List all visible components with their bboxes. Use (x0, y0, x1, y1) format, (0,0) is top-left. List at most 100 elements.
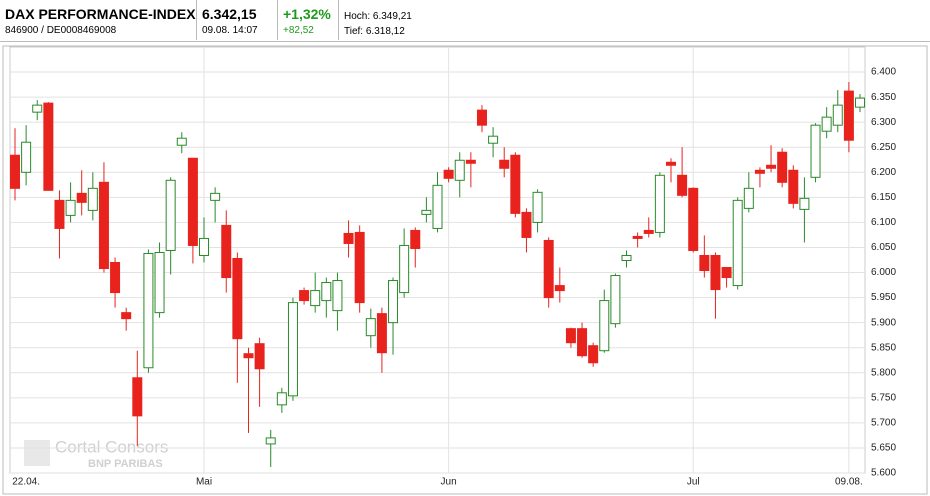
candle-body (221, 224, 232, 279)
candle-body (465, 159, 476, 164)
candle-body (665, 161, 676, 166)
candle-body (276, 392, 287, 406)
time: 09.08. 14:07 (202, 25, 258, 36)
candle-body (21, 141, 32, 173)
y-tick-label: 6.350 (871, 92, 896, 103)
y-tick-label: 5.650 (871, 443, 896, 454)
candle-body (654, 174, 665, 233)
y-tick-label: 6.250 (871, 142, 896, 153)
candle-body (87, 187, 98, 211)
candle-body (732, 199, 743, 287)
candle-body (110, 262, 121, 294)
y-tick-label: 6.100 (871, 217, 896, 228)
candle-body (632, 235, 643, 239)
candle-body (76, 192, 87, 203)
candle-body (599, 300, 610, 352)
candle-body (210, 192, 221, 201)
y-tick-label: 6.300 (871, 117, 896, 128)
candle-body (565, 328, 576, 344)
candle-body (721, 267, 732, 279)
chart-frame (2, 45, 928, 495)
candle-body (132, 377, 143, 417)
candle-body (299, 290, 310, 302)
y-tick-label: 6.000 (871, 267, 896, 278)
candle-body (832, 104, 843, 126)
candle-body (766, 164, 777, 169)
candle-body (43, 102, 54, 191)
candle-body (265, 437, 276, 445)
candle-body (254, 343, 265, 370)
x-tick-label: 22.04. (12, 477, 40, 488)
candle-body (176, 137, 187, 146)
candle-body (754, 169, 765, 174)
candle-body (543, 239, 554, 299)
candle-body (10, 154, 20, 189)
candle-body (621, 254, 632, 262)
y-tick-label: 6.200 (871, 167, 896, 178)
candle-body (332, 280, 343, 312)
x-tick-label: Jun (441, 477, 457, 488)
candle-body (643, 229, 654, 234)
x-tick-label: Mai (196, 477, 212, 488)
candle-body (788, 169, 799, 204)
candle-body (399, 244, 410, 294)
candle-body (532, 191, 543, 223)
candle-body (577, 328, 588, 357)
candle-body (810, 124, 821, 178)
candle-body (154, 251, 165, 314)
candle-body (521, 211, 532, 238)
candle-body (54, 199, 65, 229)
candle-body (187, 157, 198, 246)
candle-body (98, 181, 109, 270)
candle-body (855, 97, 865, 108)
candle-body (476, 109, 487, 126)
candle-body (287, 302, 298, 397)
index-title: DAX PERFORMANCE-INDEX (5, 6, 196, 22)
candle-body (143, 252, 154, 369)
y-tick-label: 5.700 (871, 418, 896, 429)
candle-body (32, 104, 43, 113)
y-tick-label: 6.150 (871, 192, 896, 203)
x-tick-label: 09.08. (835, 477, 863, 488)
candle-body (499, 159, 510, 169)
candle-body (432, 184, 443, 229)
y-tick-label: 6.050 (871, 242, 896, 253)
last-price: 6.342,15 (202, 6, 257, 22)
x-tick-label: Jul (687, 477, 700, 488)
candle-body (799, 197, 810, 210)
candle-body (454, 159, 465, 181)
candle-body (321, 282, 332, 302)
candle-body (310, 290, 321, 307)
candle-body (232, 257, 243, 340)
candle-body (354, 231, 365, 304)
candle-body (777, 151, 788, 183)
candle-body (243, 353, 254, 359)
candle-body (410, 229, 421, 249)
candle-body (388, 280, 399, 324)
y-tick-label: 5.600 (871, 468, 896, 479)
y-tick-label: 6.400 (871, 67, 896, 78)
header-cell: +1,32% +82,52 (278, 0, 339, 40)
header-cell: DAX PERFORMANCE-INDEX 846900 / DE0008469… (0, 0, 197, 40)
candle-body (677, 174, 688, 196)
day-low: Tief: 6.318,12 (344, 26, 405, 37)
header: DAX PERFORMANCE-INDEX 846900 / DE0008469… (0, 0, 930, 42)
watermark: Cortal Consors (55, 437, 168, 456)
header-cell: Hoch: 6.349,21 Tief: 6.318,12 (339, 0, 459, 40)
candle-body (710, 254, 721, 291)
candle-body (510, 154, 521, 214)
candle-body (199, 237, 210, 256)
candle-body (365, 318, 376, 337)
candle-body (65, 199, 76, 216)
y-tick-label: 5.900 (871, 317, 896, 328)
y-tick-label: 5.850 (871, 342, 896, 353)
candle-body (343, 232, 354, 244)
candle-body (376, 313, 387, 354)
candle-body (588, 345, 599, 364)
candle-body (699, 254, 710, 272)
candle-body (165, 179, 176, 251)
y-tick-label: 5.750 (871, 392, 896, 403)
change-abs: +82,52 (283, 25, 314, 36)
